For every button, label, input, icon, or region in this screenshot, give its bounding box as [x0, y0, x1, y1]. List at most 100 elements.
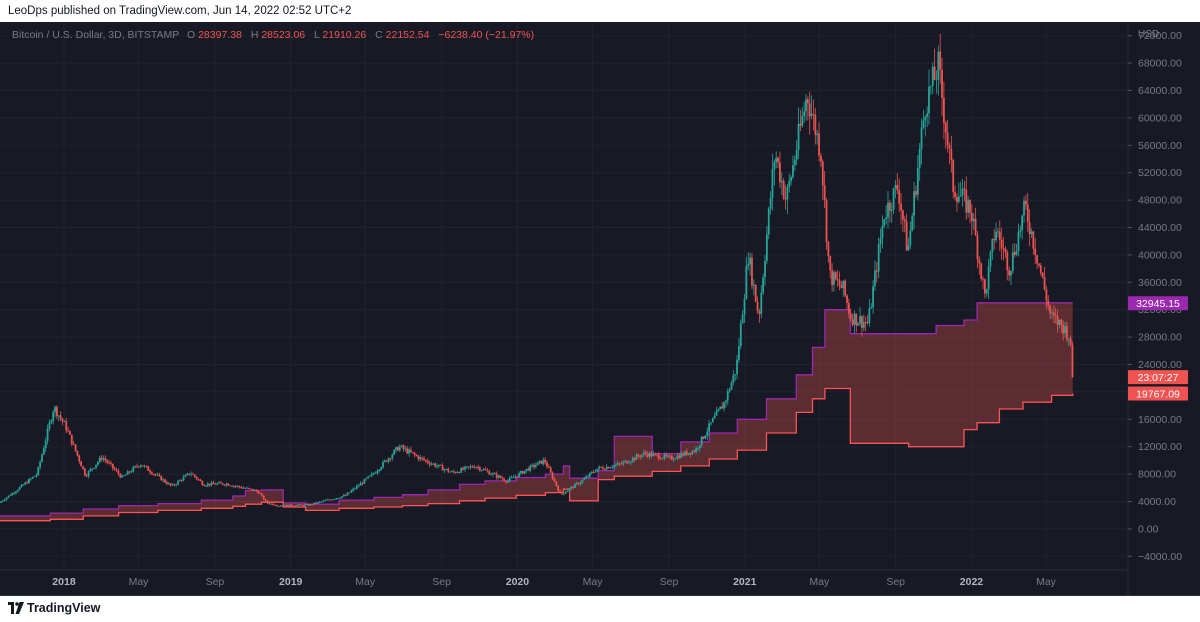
candle-body	[264, 499, 267, 501]
candle-body	[124, 474, 127, 476]
candle-body	[397, 447, 399, 451]
candle-body	[1023, 200, 1025, 216]
candle-body	[346, 492, 349, 496]
candle-body	[46, 428, 49, 441]
badge-countdown-label: 23:07:27	[1138, 372, 1179, 384]
candle-body	[887, 202, 889, 218]
candle-body	[147, 466, 150, 471]
candle-body	[1013, 252, 1016, 255]
candle-body	[372, 473, 375, 475]
candle-body	[411, 452, 414, 454]
candle-body	[1032, 231, 1035, 249]
footer: TradingView	[0, 596, 1200, 622]
candle-body	[637, 454, 640, 457]
candle-body	[400, 445, 403, 447]
candle-body	[842, 280, 845, 289]
candle-body	[902, 210, 904, 220]
candle-body	[499, 475, 502, 478]
candle-body	[424, 460, 427, 461]
candle-body	[178, 480, 181, 482]
candle-body	[367, 476, 369, 479]
chart-frame[interactable]: 72000.00 68000.00 64000.00 60000.00 56000.00…	[0, 22, 1200, 596]
candle-body	[242, 487, 245, 489]
candle-body	[59, 415, 62, 419]
y-tick-label: 16000.00	[1138, 414, 1182, 426]
legend-open: 28397.38	[198, 29, 242, 41]
candle-body	[1064, 326, 1066, 334]
candle-body	[575, 483, 578, 484]
x-tick-label: 2018	[52, 576, 76, 588]
candle-body	[859, 316, 861, 324]
candle-body	[693, 451, 696, 452]
candle-body	[115, 469, 118, 471]
candle-body	[83, 468, 86, 476]
candle-body	[356, 485, 358, 489]
candle-body	[587, 476, 589, 478]
candle-body	[970, 212, 973, 222]
candle-body	[219, 482, 222, 484]
candle-body	[648, 452, 651, 457]
candle-body	[234, 485, 237, 487]
candle-body	[525, 468, 528, 471]
candle-body	[1045, 289, 1048, 301]
candle-body	[456, 472, 459, 474]
candle-body	[488, 471, 491, 475]
candle-body	[657, 454, 660, 459]
candle-body	[512, 477, 515, 479]
y-tick-label: 36000.00	[1138, 277, 1182, 289]
candle-body	[913, 191, 915, 216]
candle-body	[881, 225, 884, 239]
candle-body	[1060, 319, 1063, 325]
candle-body	[510, 477, 513, 479]
candle-body	[669, 455, 671, 457]
candle-body	[872, 286, 874, 308]
candle-body	[672, 459, 675, 461]
candle-body	[702, 436, 705, 439]
candle-body	[570, 486, 573, 489]
candle-body	[259, 493, 261, 495]
candle-body	[1000, 239, 1003, 249]
candle-body	[762, 277, 765, 293]
candle-body	[436, 466, 438, 467]
candle-body	[331, 499, 334, 501]
candle-body	[111, 463, 114, 469]
candle-body	[508, 477, 511, 481]
price-chart[interactable]: 72000.00 68000.00 64000.00 60000.00 56000.00…	[0, 22, 1200, 596]
support-band	[0, 302, 1074, 522]
candle-body	[944, 122, 947, 133]
x-tick-label: May	[1036, 576, 1057, 588]
candle-body	[661, 458, 664, 460]
y-axis-unit: USD	[1138, 29, 1159, 40]
candle-body	[670, 456, 673, 460]
candle-body	[847, 303, 850, 314]
candle-body	[911, 215, 914, 231]
candle-body	[885, 217, 888, 220]
time-axis[interactable]: 2018 May Sep 2019 May Sep 2020 May Sep 2021 May Sep…	[52, 576, 1056, 588]
candle-body	[933, 66, 936, 80]
candle-body	[505, 480, 507, 483]
candle-body	[756, 301, 759, 312]
candle-body	[287, 504, 289, 507]
candle-body	[732, 375, 735, 383]
candle-body	[160, 475, 163, 481]
candle-body	[564, 492, 567, 494]
candle-body	[903, 219, 906, 222]
candle-body	[523, 470, 526, 474]
candle-body	[193, 474, 196, 477]
candle-body	[993, 238, 996, 241]
candle-body	[721, 406, 724, 409]
candle-body	[719, 406, 722, 410]
candle-body	[767, 208, 770, 235]
x-tick-label: 2019	[279, 576, 303, 588]
candle-body	[918, 148, 921, 168]
candle-body	[387, 458, 390, 462]
candle-body	[110, 462, 112, 464]
candle-body	[106, 460, 109, 463]
candle-body	[797, 123, 800, 150]
candle-body	[236, 485, 239, 487]
candle-body	[635, 454, 638, 460]
candle-body	[1004, 248, 1007, 253]
y-tick-label: 56000.00	[1138, 140, 1182, 152]
candle-body	[682, 453, 684, 456]
candle-body	[438, 464, 440, 467]
